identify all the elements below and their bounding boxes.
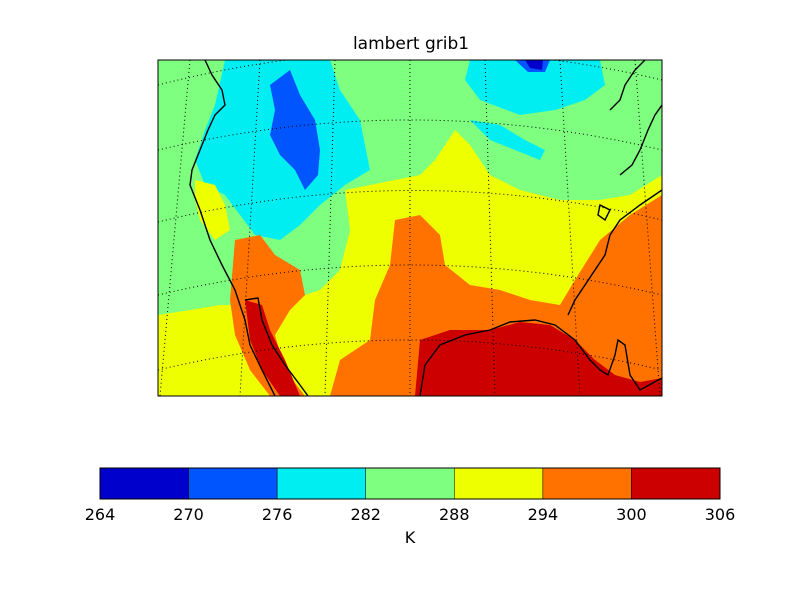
map-frame	[157, 59, 663, 397]
coastline	[189, 60, 662, 396]
colorbar-tick-label: 264	[85, 505, 116, 524]
field-300-306-mexico	[245, 300, 300, 396]
graticule	[158, 60, 662, 396]
field-276-282-northeast	[465, 60, 605, 115]
field-276-282-greatlakes	[470, 120, 545, 160]
field-288-294-west	[195, 180, 230, 240]
colorbar-unit-label: K	[405, 528, 416, 547]
colorbar-cell-282-288	[365, 467, 455, 500]
colorbar-tick-label: 288	[439, 505, 470, 524]
field-300-306-gulf	[415, 322, 662, 396]
colorbar-tick-label: 300	[616, 505, 647, 524]
colorbar-cell-270-276	[188, 467, 278, 500]
colorbar-cell-294-300	[542, 467, 632, 500]
field-294-300-southwest	[230, 235, 305, 396]
colorbar-frame	[99, 467, 721, 500]
chart-title: lambert grib1	[352, 34, 470, 54]
colorbar-cell-276-282	[276, 467, 366, 500]
colorbar-cell-264-270	[99, 467, 189, 500]
colorbar-tick-label: 270	[173, 505, 204, 524]
colorbar-cell-300-306	[631, 467, 721, 500]
colorbar-tick-label: 294	[528, 505, 559, 524]
field-264-270-canada	[525, 60, 543, 70]
colorbar-tick-label: 276	[262, 505, 293, 524]
colorbar-tick-label: 306	[705, 505, 736, 524]
field-270-276-rockies	[270, 70, 320, 190]
colorbar-cell-288-294	[454, 467, 544, 500]
colorbar-tick-label: 282	[350, 505, 381, 524]
